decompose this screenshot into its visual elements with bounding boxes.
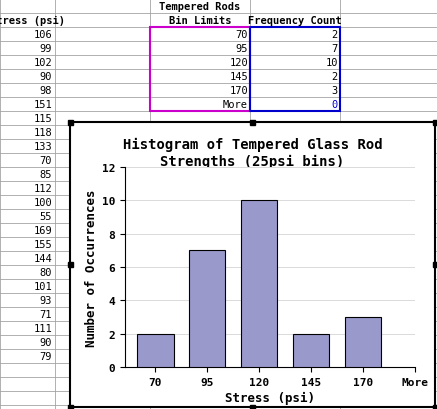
Bar: [250, 28, 340, 112]
Text: 100: 100: [33, 198, 52, 207]
Text: 133: 133: [33, 142, 52, 152]
Text: 2: 2: [332, 72, 338, 82]
Text: 90: 90: [39, 337, 52, 347]
Text: 90: 90: [39, 72, 52, 82]
Text: Tempered Rods: Tempered Rods: [160, 2, 241, 12]
Bar: [433, 405, 437, 409]
Text: 101: 101: [33, 281, 52, 291]
Text: 120: 120: [229, 58, 248, 68]
Bar: [189, 251, 225, 367]
Y-axis label: Number of Occurrences: Number of Occurrences: [85, 189, 97, 346]
Text: 93: 93: [39, 295, 52, 305]
Bar: [137, 334, 173, 367]
Text: 55: 55: [39, 211, 52, 221]
Bar: [433, 262, 437, 267]
Text: Frequency Count: Frequency Count: [248, 16, 342, 26]
Bar: [250, 405, 255, 409]
Text: 80: 80: [39, 267, 52, 277]
X-axis label: Stress (psi): Stress (psi): [225, 391, 315, 404]
Text: Bin Limits: Bin Limits: [169, 16, 231, 26]
Text: 10: 10: [326, 58, 338, 68]
Bar: [67, 120, 73, 125]
Text: 71: 71: [39, 309, 52, 319]
Text: 151: 151: [33, 100, 52, 110]
Bar: [67, 405, 73, 409]
Bar: [241, 201, 277, 367]
Text: Histogram of Tempered Glass Rod
Strengths (25psi bins): Histogram of Tempered Glass Rod Strength…: [123, 138, 382, 168]
Text: 111: 111: [33, 323, 52, 333]
Bar: [150, 28, 250, 112]
Text: More: More: [223, 100, 248, 110]
Text: 79: 79: [39, 351, 52, 361]
Text: 115: 115: [33, 114, 52, 124]
Text: 106: 106: [33, 30, 52, 40]
Text: 7: 7: [332, 44, 338, 54]
Bar: [250, 120, 255, 125]
Text: 144: 144: [33, 254, 52, 263]
Text: 95: 95: [236, 44, 248, 54]
Text: 98: 98: [39, 86, 52, 96]
Bar: [345, 317, 381, 367]
Text: Stress (psi): Stress (psi): [0, 16, 65, 26]
Text: 169: 169: [33, 225, 52, 236]
Text: 99: 99: [39, 44, 52, 54]
Text: 70: 70: [39, 155, 52, 166]
Text: 85: 85: [39, 170, 52, 180]
Bar: [293, 334, 329, 367]
Text: 112: 112: [33, 184, 52, 193]
Bar: [70, 123, 435, 407]
Text: 0: 0: [332, 100, 338, 110]
Text: 3: 3: [332, 86, 338, 96]
Text: 118: 118: [33, 128, 52, 138]
Bar: [433, 120, 437, 125]
Text: 155: 155: [33, 239, 52, 249]
Text: 170: 170: [229, 86, 248, 96]
Text: 2: 2: [332, 30, 338, 40]
Text: 102: 102: [33, 58, 52, 68]
Bar: [67, 262, 73, 267]
Text: 145: 145: [229, 72, 248, 82]
Text: 70: 70: [236, 30, 248, 40]
